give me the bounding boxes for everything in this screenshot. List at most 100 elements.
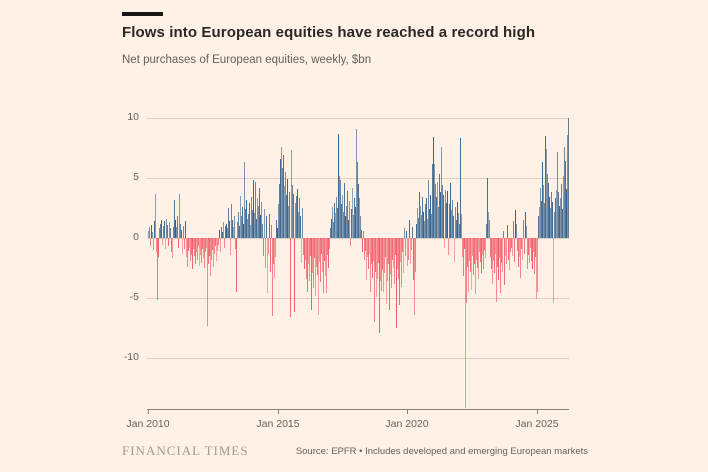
bar [275,238,276,258]
x-tick-label: Jan 2025 [515,418,559,430]
bar [195,238,196,265]
bar [399,238,400,306]
bar [162,238,163,246]
bar [493,238,494,261]
bar [206,238,207,248]
bar [166,218,167,239]
bar [455,206,456,239]
bar [398,238,399,279]
bar [154,221,155,239]
bar [286,194,287,239]
bar [271,224,272,239]
bar [403,238,404,273]
bar [225,226,226,239]
bar [551,192,552,239]
bar [248,214,249,239]
bar [198,238,199,247]
bar [494,238,495,273]
bar [478,238,479,279]
bar [167,224,168,239]
bar [223,222,224,239]
bar [265,238,266,269]
bar [394,238,395,284]
bar [462,238,463,258]
bar [433,137,434,239]
bar [153,238,154,251]
bar [261,202,262,239]
x-tick-label: Jan 2010 [126,418,170,430]
bar [374,238,375,323]
bar [171,238,172,253]
bar [323,238,324,294]
bar [302,208,303,239]
bar [451,210,452,239]
x-axis-tick [277,410,279,414]
bar [215,238,216,247]
bar [330,228,331,239]
bar [383,238,384,293]
bar [202,238,203,249]
bar [495,238,496,254]
bar [160,223,161,239]
bar [268,238,269,254]
bar [273,238,274,265]
bar [312,238,313,273]
bar [471,238,472,290]
bar [352,187,353,239]
bar [309,238,310,282]
bar [191,238,192,255]
bar [252,210,253,239]
bar [524,238,525,254]
bar [362,238,363,253]
bar [214,238,215,254]
bar [461,214,462,239]
bar [242,206,243,239]
bar [434,163,435,239]
bar [457,202,458,239]
bar [516,223,517,239]
bar [545,136,546,239]
bar [392,238,393,260]
bar [407,238,408,266]
bar [173,227,174,239]
bar [299,198,300,239]
bar [438,206,439,239]
bar [249,203,250,239]
bar [235,238,236,249]
bar [376,238,377,297]
bar [224,238,225,248]
bar [437,181,438,239]
bar [348,220,349,239]
bar [550,208,551,239]
bar [321,238,322,254]
bar [563,175,564,239]
bar [559,205,560,239]
bar [487,178,488,239]
bar [210,238,211,277]
bar [460,138,461,239]
bar [432,163,433,239]
ft-logo: FINANCIAL TIMES [122,443,249,458]
y-tick-label: -5 [129,291,139,304]
bar [334,203,335,239]
bar [567,134,568,239]
bar [258,205,259,239]
bar [279,184,280,239]
bar [291,150,292,239]
bar [182,238,183,254]
bar [278,204,279,239]
bar [436,197,437,239]
bar [423,211,424,239]
bar [365,238,366,252]
bar [264,209,265,239]
bar [446,203,447,239]
bar [233,227,234,239]
bar [519,238,520,258]
bar [354,198,355,239]
bar [380,238,381,282]
bar [484,238,485,251]
bar [187,238,188,267]
bar [327,238,328,255]
bar [169,222,170,239]
